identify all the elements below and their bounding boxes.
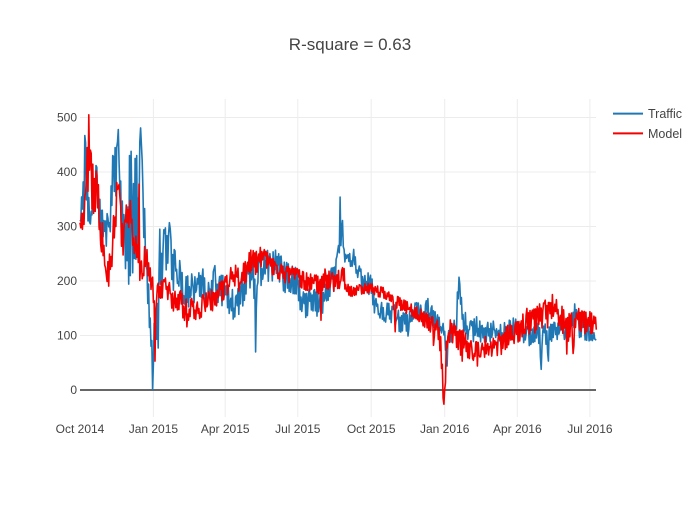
svg-text:Apr 2016: Apr 2016 xyxy=(493,422,542,436)
svg-text:R-square = 0.63: R-square = 0.63 xyxy=(289,35,411,54)
svg-text:300: 300 xyxy=(57,220,77,234)
svg-text:400: 400 xyxy=(57,165,77,179)
svg-text:Oct 2014: Oct 2014 xyxy=(56,422,105,436)
svg-text:Jul 2015: Jul 2015 xyxy=(275,422,321,436)
svg-text:Model: Model xyxy=(648,127,682,141)
svg-text:500: 500 xyxy=(57,111,77,125)
svg-text:Apr 2015: Apr 2015 xyxy=(201,422,250,436)
svg-text:Oct 2015: Oct 2015 xyxy=(347,422,396,436)
svg-text:200: 200 xyxy=(57,274,77,288)
svg-text:100: 100 xyxy=(57,329,77,343)
svg-text:Jan 2016: Jan 2016 xyxy=(420,422,470,436)
svg-text:Jan 2015: Jan 2015 xyxy=(129,422,179,436)
svg-text:Jul 2016: Jul 2016 xyxy=(567,422,613,436)
svg-text:0: 0 xyxy=(70,383,77,397)
svg-text:Traffic: Traffic xyxy=(648,107,682,121)
